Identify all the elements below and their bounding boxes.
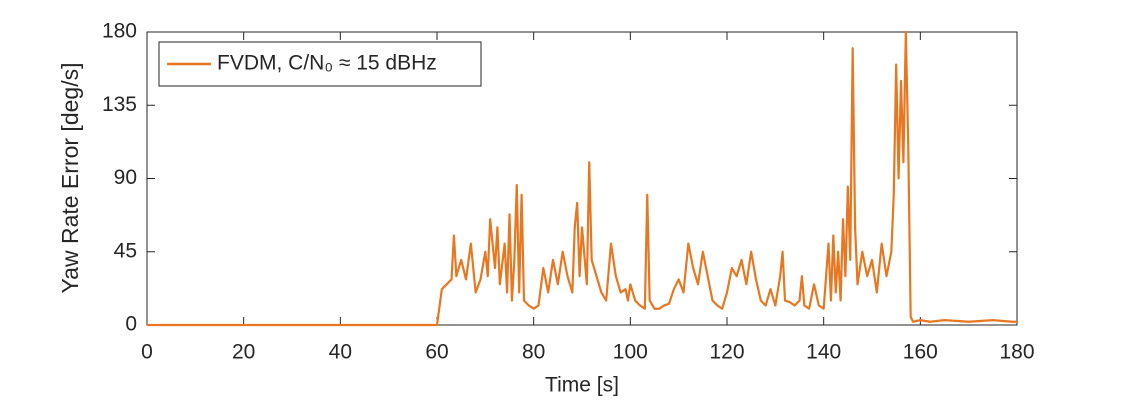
legend-box — [158, 41, 482, 87]
y-tick-label: 135 — [102, 93, 137, 116]
legend-label: FVDM, C/N₀ ≈ 15 dBHz — [217, 52, 437, 75]
y-tick-label: 90 — [114, 166, 137, 189]
x-tick-label: 0 — [141, 341, 153, 364]
data-line — [147, 30, 1017, 327]
y-tick-label: 45 — [114, 239, 137, 262]
x-tick-label: 100 — [613, 341, 648, 364]
x-tick-label: 20 — [232, 341, 255, 364]
x-tick-label: 160 — [903, 341, 938, 364]
x-tick-label: 40 — [329, 341, 352, 364]
y-tick-label: 0 — [125, 313, 137, 336]
x-tick-label: 60 — [425, 341, 448, 364]
y-tick-label: 180 — [102, 20, 137, 43]
x-tick-label: 180 — [999, 341, 1034, 364]
x-tick-label: 140 — [806, 341, 841, 364]
plot-area — [146, 31, 1018, 326]
x-tick-label: 80 — [522, 341, 545, 364]
x-axis-label: Time [s] — [545, 374, 619, 397]
y-axis-label: Yaw Rate Error [deg/s] — [57, 63, 83, 294]
x-tick-label: 120 — [709, 341, 744, 364]
